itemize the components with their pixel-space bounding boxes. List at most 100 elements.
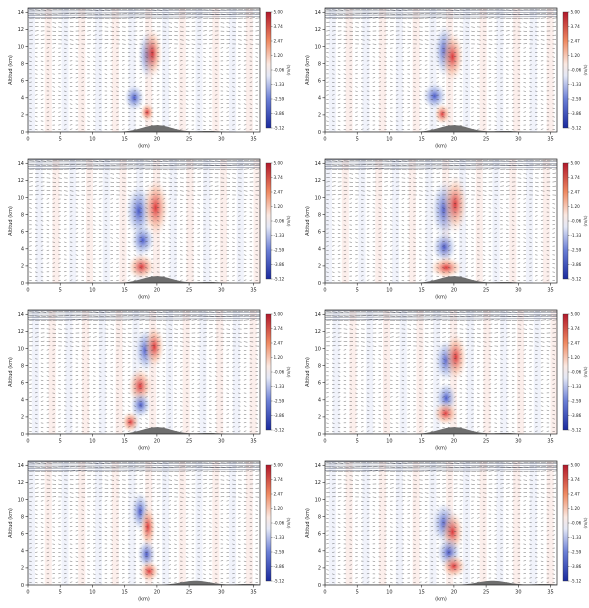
- y-tick-label: 12: [18, 27, 24, 33]
- x-tick-label: 25: [483, 288, 489, 294]
- colorbar-tick-label: 1.20: [274, 53, 284, 58]
- x-tick-label: 5: [356, 288, 359, 294]
- x-axis-label: (km): [435, 144, 447, 150]
- y-tick-label: 10: [18, 44, 24, 50]
- colorbar-tick-label: 1.20: [571, 53, 581, 58]
- y-tick-label: 8: [318, 61, 321, 67]
- x-tick-label: 10: [89, 137, 95, 143]
- x-tick-label: 35: [250, 137, 256, 143]
- colorbar-tick-label: -3.86: [274, 262, 285, 267]
- x-tick-label: 20: [451, 288, 457, 294]
- y-tick-label: 12: [315, 27, 321, 33]
- y-tick-label: 6: [21, 229, 24, 235]
- x-tick-label: 35: [547, 288, 553, 294]
- y-axis-label: Altitud (km): [8, 206, 14, 236]
- colorbar: [266, 12, 271, 128]
- wave-stripe: [413, 8, 420, 132]
- y-tick-label: 2: [21, 264, 24, 270]
- x-tick-label: 20: [154, 288, 160, 294]
- colorbar: [266, 163, 271, 279]
- wave-stripe: [530, 8, 537, 132]
- colorbar-tick-label: -0.06: [274, 68, 285, 73]
- x-tick-label: 0: [323, 288, 326, 294]
- colorbar: [563, 12, 568, 128]
- colorbar-tick-label: 3.74: [274, 175, 284, 180]
- y-tick-label: 4: [21, 247, 24, 253]
- y-tick-label: 4: [318, 96, 321, 102]
- y-tick-label: 2: [318, 113, 321, 119]
- x-tick-label: 10: [386, 137, 392, 143]
- wave-stripe: [237, 159, 244, 283]
- wave-stripe: [463, 8, 470, 132]
- wave-stripe: [526, 159, 533, 283]
- downdraft-region: [130, 224, 155, 257]
- y-tick-label: 6: [318, 78, 321, 84]
- x-tick-label: 30: [515, 288, 521, 294]
- wave-stripe: [179, 8, 186, 132]
- x-tick-label: 5: [59, 137, 62, 143]
- y-tick-label: 4: [21, 96, 24, 102]
- wave-stripe: [112, 8, 119, 132]
- x-tick-label: 30: [515, 137, 521, 143]
- colorbar-tick-label: -5.12: [274, 277, 285, 282]
- x-tick-label: 0: [323, 137, 326, 143]
- y-tick-label: 0: [21, 281, 24, 287]
- x-tick-label: 15: [121, 137, 127, 143]
- colorbar-tick-label: 3.74: [274, 24, 284, 29]
- x-tick-label: 0: [26, 137, 29, 143]
- x-tick-label: 5: [356, 137, 359, 143]
- colorbar-tick-label: 5.00: [274, 161, 284, 166]
- colorbar-label: (m/s): [286, 215, 291, 226]
- updraft-region: [434, 103, 450, 125]
- wave-stripe: [120, 159, 127, 283]
- x-tick-label: 15: [418, 137, 424, 143]
- wave-stripe: [220, 159, 227, 283]
- x-tick-label: 25: [186, 137, 192, 143]
- wave-stripe: [359, 159, 366, 283]
- y-tick-label: 14: [18, 161, 24, 167]
- wave-stripe: [346, 8, 353, 132]
- updraft-region: [430, 257, 463, 279]
- x-tick-label: 10: [386, 288, 392, 294]
- y-tick-label: 2: [21, 113, 24, 119]
- x-tick-label: 20: [451, 137, 457, 143]
- x-tick-label: 15: [121, 288, 127, 294]
- colorbar-tick-label: -2.59: [571, 97, 582, 102]
- y-tick-label: 8: [21, 212, 24, 218]
- y-axis-label: Altitud (km): [305, 55, 311, 85]
- y-tick-label: 14: [18, 10, 24, 16]
- x-axis-label: (km): [435, 295, 447, 301]
- x-axis-label: (km): [138, 295, 150, 301]
- wave-stripe: [409, 159, 416, 283]
- colorbar-tick-label: -1.33: [571, 82, 582, 87]
- x-tick-label: 35: [547, 137, 553, 143]
- y-tick-label: 0: [21, 130, 24, 136]
- y-tick-label: 12: [18, 178, 24, 184]
- colorbar-tick-label: 2.47: [274, 39, 284, 44]
- y-tick-label: 10: [18, 195, 24, 201]
- updraft-region: [443, 174, 468, 234]
- wave-stripe: [476, 159, 483, 283]
- x-tick-label: 15: [418, 288, 424, 294]
- x-tick-label: 30: [218, 137, 224, 143]
- wave-stripe: [162, 8, 169, 132]
- wave-stripe: [170, 159, 177, 283]
- colorbar-label: (m/s): [583, 64, 588, 75]
- wave-stripe: [52, 159, 59, 283]
- colorbar-label: (m/s): [286, 64, 291, 75]
- wave-stripe: [229, 8, 236, 132]
- x-tick-label: 10: [89, 288, 95, 294]
- x-tick-label: 35: [250, 288, 256, 294]
- y-tick-label: 10: [315, 44, 321, 50]
- colorbar-tick-label: -0.06: [274, 219, 285, 224]
- colorbar-tick-label: -0.06: [571, 68, 582, 73]
